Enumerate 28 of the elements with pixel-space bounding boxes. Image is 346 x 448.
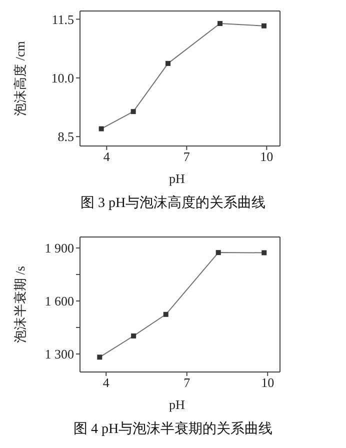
text: 图 3 pH与泡沫高度的关系曲线 xyxy=(79,194,267,212)
y-axis-title: 泡沫半衰期 /s xyxy=(12,266,28,343)
x-tick-label: 4 xyxy=(103,149,110,164)
point xyxy=(166,60,170,66)
y-tick-label: 10.0 xyxy=(51,70,74,86)
y-axis-title: 泡沫高度 /cm xyxy=(12,41,28,116)
point xyxy=(131,333,136,338)
x-tick-label: 10 xyxy=(261,375,274,390)
point xyxy=(218,21,222,26)
x-tick-label: 7 xyxy=(183,149,190,164)
point xyxy=(262,250,267,256)
y-tick-label: 11.5 xyxy=(52,12,74,27)
text: 图 4 pH与泡沫半衰期的关系曲线 xyxy=(72,420,274,438)
y-tick-label: 1 900 xyxy=(44,240,74,256)
y-tick-label: 1 300 xyxy=(44,346,74,362)
point xyxy=(262,23,266,28)
point xyxy=(130,109,136,114)
point xyxy=(216,250,221,256)
x-axis-title: pH xyxy=(168,396,186,414)
x-tick-label: 10 xyxy=(260,149,274,164)
x-axis-title: pH xyxy=(168,170,186,188)
point xyxy=(98,126,104,132)
point xyxy=(163,312,168,317)
x-tick-label: 7 xyxy=(184,375,191,390)
y-tick-label: 8.5 xyxy=(58,129,74,144)
y-tick-label: 1 600 xyxy=(44,294,74,309)
x-tick-label: 4 xyxy=(102,375,110,390)
point xyxy=(97,354,102,360)
